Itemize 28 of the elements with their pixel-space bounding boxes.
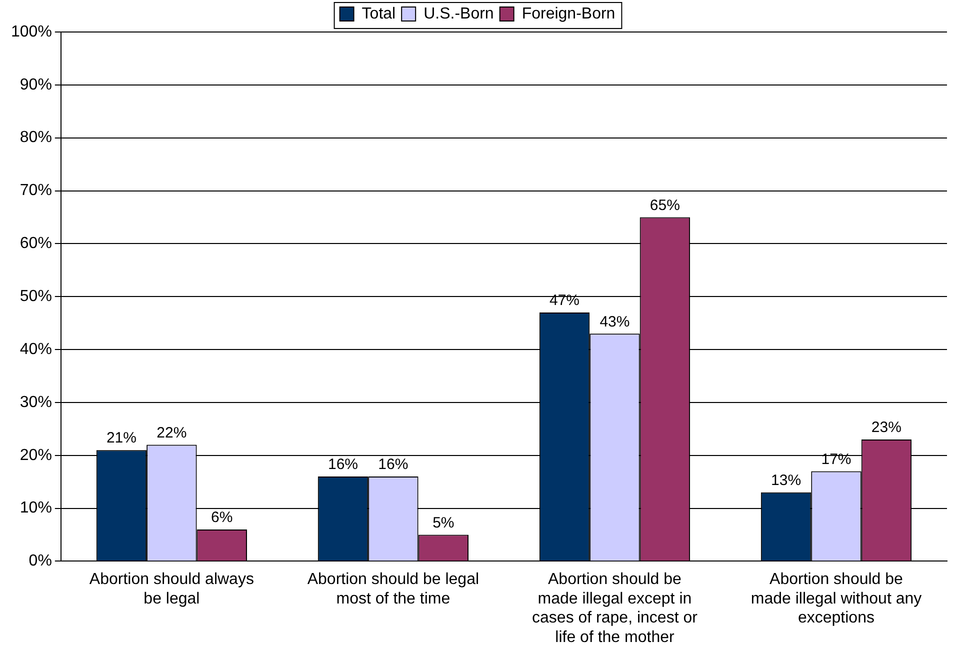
x-tick-label: Abortion should always be legal — [89, 571, 254, 608]
y-tick-label: 50% — [20, 288, 52, 306]
legend-label: Total — [362, 5, 396, 22]
data-label: 6% — [211, 509, 233, 526]
y-tick-label: 100% — [11, 23, 52, 40]
data-label: 65% — [650, 196, 680, 214]
data-label: 5% — [432, 514, 454, 532]
y-tick-label: 90% — [20, 76, 52, 94]
data-label: 22% — [156, 424, 187, 442]
x-tick-label: Abortion should be made illegal without any exceptions — [750, 571, 922, 627]
x-tick-label: Abortion should be legal most of the time — [307, 571, 480, 608]
y-tick-label: 10% — [20, 500, 52, 517]
y-tick-label: 30% — [20, 394, 52, 411]
y-tick-label: 60% — [20, 235, 52, 252]
y-tick-label: 80% — [20, 129, 52, 146]
data-label: 23% — [871, 419, 902, 436]
y-tick-label: 40% — [20, 340, 52, 358]
data-label: 16% — [378, 456, 408, 474]
data-label: 13% — [771, 472, 802, 490]
legend-label: U.S.-Born — [424, 5, 494, 22]
y-tick-label: 70% — [20, 182, 52, 200]
x-tick-label: Abortion should be made illegal except in cases of rape, incest or life of the mother — [532, 571, 698, 646]
data-label: 43% — [600, 313, 630, 330]
y-tick-label: 0% — [28, 552, 52, 570]
data-label: 16% — [328, 456, 358, 474]
y-tick-label: 20% — [20, 446, 52, 464]
legend-label: Foreign-Born — [522, 5, 616, 22]
data-label: 21% — [106, 430, 136, 447]
